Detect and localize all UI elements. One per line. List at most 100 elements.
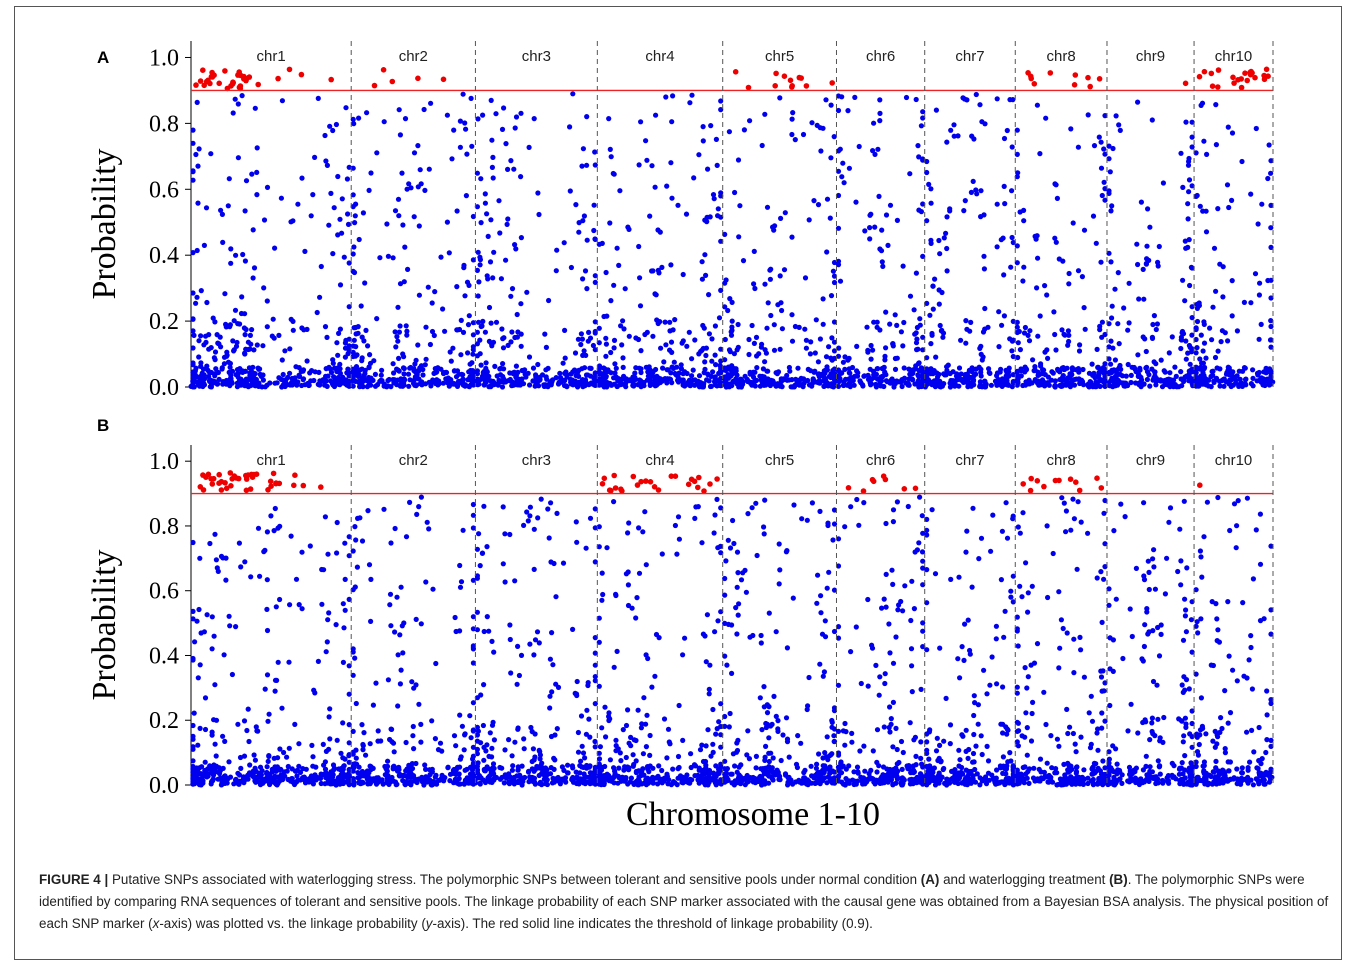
snp-point [402,116,409,122]
snp-point [343,105,349,111]
snp-point [809,383,815,389]
snp-point [461,781,467,787]
snp-point [806,217,812,223]
snp-point [944,268,950,274]
snp-point-above-threshold [781,73,788,79]
snp-point [1057,377,1063,383]
snp-point [1155,263,1161,269]
snp-point [530,365,537,371]
snp-point [477,563,483,569]
snp-point [372,371,378,377]
snp-point-above-threshold [216,471,222,478]
snp-point [981,253,987,259]
snp-point [482,779,489,786]
snp-point [1009,234,1015,241]
snp-point [880,263,886,269]
snp-point [484,273,490,279]
snp-point [698,778,705,784]
snp-point [938,328,945,334]
snp-point [667,319,673,325]
snp-point [429,300,435,306]
snp-point [1220,294,1226,300]
snp-point [547,693,553,699]
snp-point [708,123,714,129]
snp-point [477,351,483,357]
snp-point-above-threshold [328,76,335,83]
snp-point [636,243,642,250]
snp-point [346,164,352,170]
snp-point [477,262,483,268]
snp-point [924,370,930,376]
snp-point [1042,349,1048,355]
snp-point [666,777,672,783]
snp-point [805,782,811,788]
snp-point [195,163,201,169]
snp-point [242,383,248,389]
snp-point [596,615,602,621]
snp-point [337,366,343,372]
snp-point [767,382,774,389]
snp-point [359,722,365,728]
snp-point [277,746,283,752]
snp-point [947,208,953,214]
snp-point [1208,373,1214,380]
snp-point [190,758,196,764]
snp-point [669,380,675,386]
snp-point [331,374,337,380]
snp-point [439,748,445,754]
snp-point [592,744,598,750]
snp-point [286,745,292,751]
snp-point [423,356,429,362]
snp-point [254,342,260,348]
snp-point [736,234,742,240]
snp-point [764,204,771,210]
snp-point [515,764,521,770]
snp-point [346,767,352,773]
snp-point [221,652,227,658]
snp-point [785,774,791,781]
snp-point [231,318,237,324]
snp-point-above-threshold [286,66,293,73]
snp-point [665,726,672,732]
snp-point [477,780,483,787]
snp-point [801,380,807,386]
snp-point [449,156,455,162]
snp-point-above-threshold [1244,77,1250,84]
snp-point [539,764,545,770]
snp-point [807,351,814,357]
snp-point [547,705,553,711]
snp-point [374,316,380,322]
snp-point [611,337,618,343]
snp-point [346,663,352,669]
snp-point [773,370,779,376]
snp-point [780,732,786,738]
snp-point [581,213,588,219]
snp-point [489,343,495,349]
snp-point [470,765,476,772]
snp-point [450,345,456,351]
snp-point [678,362,684,368]
snp-point [1025,332,1031,338]
snp-point [829,357,835,363]
snp-point [204,363,210,369]
snp-point [391,749,397,755]
snp-point [745,511,751,517]
snp-point [290,327,296,333]
snp-point [927,312,933,318]
snp-point [614,245,620,251]
snp-point [242,208,248,214]
snp-point [874,769,880,775]
snp-point [401,354,407,360]
snp-point [1255,221,1261,227]
snp-point [831,319,838,325]
snp-point [913,340,920,346]
snp-point [985,324,991,330]
snp-point [973,91,979,98]
snp-point [762,111,768,117]
snp-point [625,582,632,588]
snp-point [384,221,390,227]
snp-point [767,267,773,273]
snp-point [718,732,724,738]
snp-point [387,775,393,781]
snp-point [831,339,838,345]
